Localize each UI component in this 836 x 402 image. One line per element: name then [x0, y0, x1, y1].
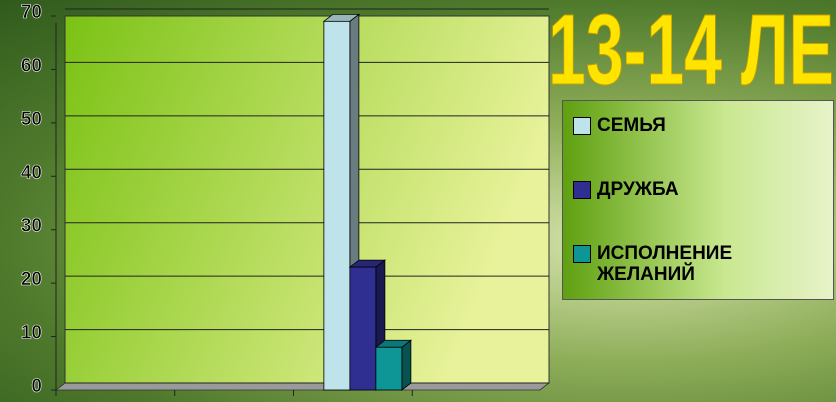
y-tick-label: 30	[21, 216, 42, 237]
bar-side	[402, 340, 411, 390]
y-tick-label: 40	[21, 162, 42, 183]
slide: 13-14 ЛЕ 0 10 20 30 40 50 60 70 СЕМЬЯ ДРУЖБА ИСПО…	[0, 0, 836, 402]
bar-front	[376, 347, 402, 390]
plot-floor	[56, 383, 549, 390]
plot-wall	[65, 16, 549, 383]
legend-label: СЕМЬЯ	[597, 115, 666, 136]
legend: СЕМЬЯ ДРУЖБА ИСПОЛНЕНИЕ ЖЕЛАНИЙ	[562, 100, 834, 300]
y-tick-label: 70	[21, 2, 42, 23]
legend-label: ДРУЖБА	[597, 179, 679, 200]
legend-item: ДРУЖБА	[573, 179, 679, 200]
legend-item: ИСПОЛНЕНИЕ ЖЕЛАНИЙ	[573, 243, 817, 285]
legend-item: СЕМЬЯ	[573, 115, 666, 136]
legend-label: ИСПОЛНЕНИЕ ЖЕЛАНИЙ	[597, 243, 817, 285]
y-tick-label: 20	[21, 269, 42, 290]
y-tick-label: 10	[21, 323, 42, 344]
y-tick-label: 50	[21, 109, 42, 130]
legend-swatch	[573, 181, 591, 199]
bar	[376, 340, 411, 390]
y-tick-label: 0	[31, 376, 42, 397]
legend-swatch	[573, 245, 591, 263]
legend-swatch	[573, 117, 591, 135]
y-tick-label: 60	[21, 55, 42, 76]
bar-front	[324, 21, 350, 390]
bar-front	[350, 267, 376, 390]
chart-title: 13-14 ЛЕ	[548, 0, 834, 106]
